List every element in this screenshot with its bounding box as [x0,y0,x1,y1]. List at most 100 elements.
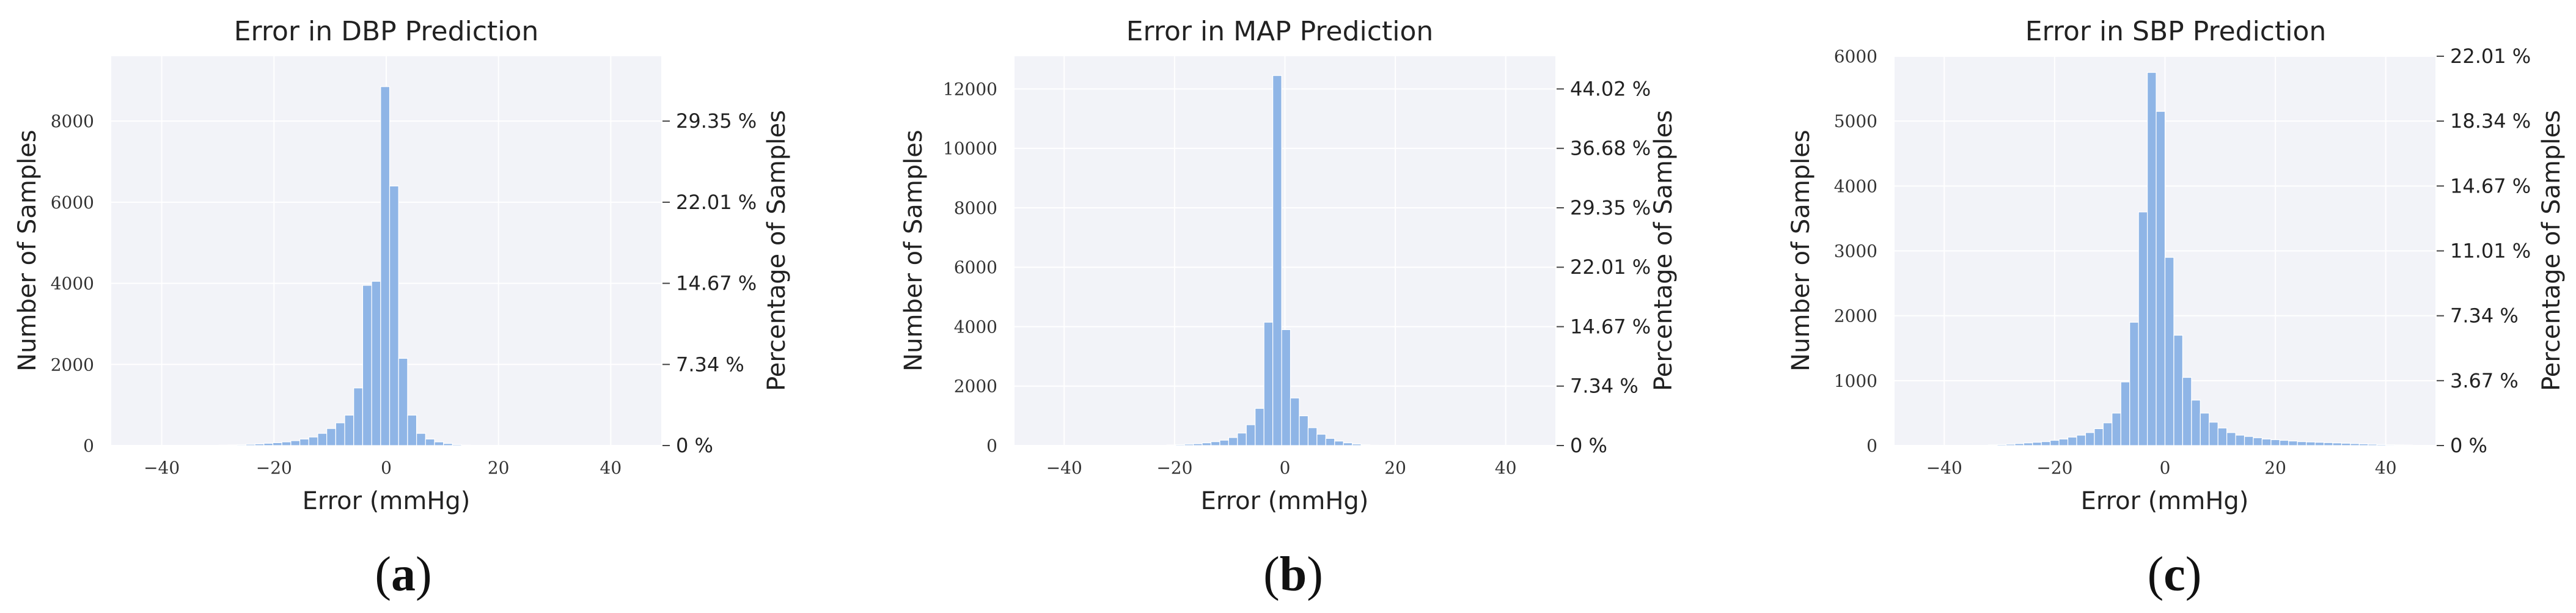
x-tick-label: 20 [2264,458,2286,478]
x-tick-label: −40 [144,458,180,478]
histogram-bar [407,414,417,446]
y-tick-label: 1000 [1834,371,1877,391]
y-tick-label: 2000 [51,354,94,375]
histogram-bar [461,444,471,446]
histogram-bars [1987,72,2413,446]
histogram-bar [1175,444,1185,446]
histogram-bar [2217,427,2228,446]
panel-label-letter: a [391,548,416,601]
x-tick-label: −20 [256,458,292,478]
histogram-bar [425,438,435,446]
histogram-bar [2288,440,2298,446]
histogram-bar [2164,257,2174,446]
histogram-bar [1184,444,1194,446]
histogram-bar [2076,435,2086,446]
y-tick-labels: 0 2000 4000 6000 8000 [51,111,94,456]
y2-tick-label: 14.67 % [1570,315,1651,338]
histogram-bar [2191,400,2201,446]
histogram-bar [2403,444,2413,446]
histogram-bar [443,443,453,446]
x-tick-label: 40 [600,458,622,478]
histogram-bar [2032,442,2042,446]
histogram-bar [362,285,372,446]
x-axis-label: Error (mmHg) [2081,487,2249,515]
y2-tick-label: 0 % [1570,434,1607,457]
histogram-bar [2368,444,2377,446]
x-axis-label: Error (mmHg) [1201,487,1369,515]
y2-tick-label: 7.34 % [2450,304,2519,328]
panel-label-letter: b [1280,548,1307,601]
chart-title: Error in SBP Prediction [2025,16,2327,47]
histogram-bar [335,422,345,446]
histogram-bar [2350,443,2360,446]
histogram-bar [2005,444,2016,446]
x-tick-labels: −40 −20 0 20 40 [1046,458,1517,478]
histogram-bar [326,428,336,446]
histogram-bar [2173,334,2183,446]
y2-tick-label: 44.02 % [1570,77,1651,100]
histogram-bar [1987,444,1998,446]
histogram-bar [2314,442,2325,446]
y2-tick-label: 14.67 % [676,272,757,295]
x-tick-label: −40 [1046,458,1082,478]
y-tick-label: 2000 [954,376,997,397]
histogram-bar [416,433,426,446]
y-tick-label: 0 [1866,436,1877,456]
histogram-bar [1281,329,1291,446]
histogram-bar [263,442,274,446]
x-tick-labels: −40 −20 0 20 40 [144,458,622,478]
y-tick-label: 12000 [943,79,997,99]
histogram-bar [2253,437,2263,446]
histogram-bar [2200,413,2210,446]
x-tick-label: −20 [2036,458,2072,478]
histogram-bar [2138,211,2148,446]
histogram-bar [2085,432,2095,446]
histogram-bar [2156,111,2166,446]
histogram-bar [281,441,292,446]
histogram-bar [2226,432,2236,446]
y-tick-label: 4000 [954,317,997,337]
y2-tick-labels: 0 % 3.67 % 7.34 % 11.01 % 14.67 % 18.34 % 22.0… [2437,45,2531,457]
y2-tick-label: 3.67 % [2450,369,2519,392]
histogram-bar [371,281,381,446]
histogram-bar [2094,428,2104,446]
y-tick-label: 3000 [1834,241,1877,262]
histogram-bar [1334,441,1344,446]
histogram-bar [2147,72,2157,446]
x-tick-label: 40 [1495,458,1517,478]
y2-tick-label: 14.67 % [2450,174,2531,197]
y-tick-label: 0 [986,436,997,456]
histogram-bar [2394,444,2404,446]
panel-label-letter: c [2163,548,2185,601]
y-tick-label: 4000 [1834,176,1877,196]
histogram-bar [344,414,354,446]
histogram-bar [2279,439,2289,446]
histogram-bar [1290,397,1300,446]
y-tick-label: 8000 [51,111,94,131]
y2-tick-labels: 0 % 7.34 % 14.67 % 22.01 % 29.35 % [662,109,757,457]
histogram-bar [434,441,444,446]
y2-tick-label: 11.01 % [2450,240,2531,263]
histogram-bar [1352,443,1362,446]
panel-c: −40 −20 0 20 40 0 1000 2000 3000 4000 5000 6000 0 … [1787,16,2566,601]
histogram-bar [1299,415,1309,446]
histogram-bar [2120,381,2130,446]
histogram-bar [1307,427,1318,446]
y2-tick-label: 0 % [2450,434,2487,457]
histogram-bar [2244,436,2254,446]
y-axis-label: Number of Samples [13,130,42,372]
histogram-bar [1219,439,1229,446]
histogram-bar [1360,444,1371,446]
y-tick-label: 2000 [1834,306,1877,326]
histogram-bar [237,444,247,446]
y2-tick-label: 0 % [676,434,713,457]
histogram-bar [2341,442,2351,446]
y2-tick-labels: 0 % 7.34 % 14.67 % 22.01 % 29.35 % 36.68 % 44.… [1557,77,1651,457]
panel-label: (a) [375,548,431,601]
y2-axis-label: Percentage of Samples [763,110,791,391]
histogram-bar [1325,438,1335,446]
y-axis-label: Number of Samples [900,130,928,372]
x-tick-label: 20 [1384,458,1406,478]
y-tick-label: 4000 [51,274,94,294]
histogram-bar [2261,438,2272,446]
